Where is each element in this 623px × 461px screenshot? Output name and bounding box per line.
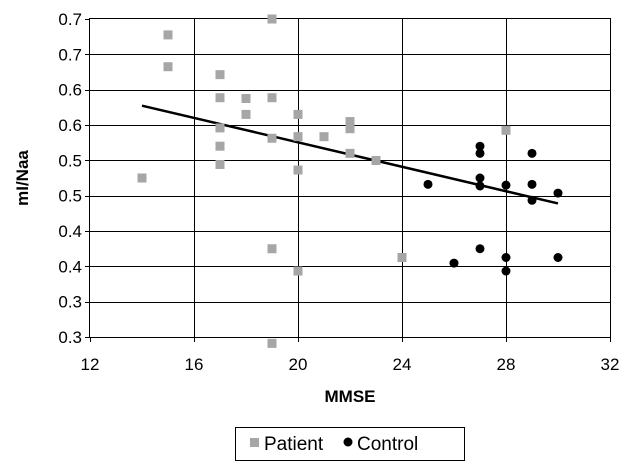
data-point-patient bbox=[267, 338, 277, 348]
data-point-control bbox=[553, 188, 563, 198]
data-point-patient bbox=[345, 117, 355, 127]
legend: Patient Control bbox=[235, 427, 465, 461]
legend-label-patient: Patient bbox=[264, 434, 324, 455]
series-control bbox=[423, 141, 563, 276]
data-point-patient bbox=[293, 109, 303, 119]
x-tick-label: 12 bbox=[81, 355, 100, 374]
data-point-patient bbox=[293, 165, 303, 175]
y-tick-label: 0.7 bbox=[58, 10, 82, 29]
data-point-patient bbox=[241, 94, 251, 103]
data-point-patient bbox=[267, 93, 277, 103]
data-point-patient bbox=[345, 148, 355, 158]
data-point-control bbox=[501, 180, 511, 190]
data-point-patient bbox=[501, 125, 511, 135]
data-point-control bbox=[527, 195, 537, 205]
data-point-patient bbox=[215, 93, 225, 103]
data-point-patient bbox=[163, 62, 173, 72]
data-point-patient bbox=[241, 109, 251, 119]
data-point-control bbox=[527, 179, 537, 189]
data-point-patient bbox=[137, 173, 147, 183]
x-axis-ticks: 12 16 20 24 28 32 bbox=[81, 337, 620, 374]
y-tick-label: 0.5 bbox=[58, 151, 82, 170]
data-point-patient bbox=[293, 132, 303, 142]
data-point-patient bbox=[293, 266, 303, 276]
data-point-patient bbox=[397, 253, 407, 262]
data-point-control bbox=[501, 253, 511, 262]
data-point-patient bbox=[371, 156, 381, 166]
data-point-control bbox=[449, 258, 459, 268]
data-point-patient bbox=[215, 159, 225, 169]
data-point-patient bbox=[267, 244, 277, 254]
data-point-control bbox=[475, 148, 485, 158]
y-tick-label: 0.5 bbox=[58, 187, 82, 206]
legend-marker-patient bbox=[250, 438, 259, 447]
data-point-control bbox=[475, 141, 485, 151]
y-axis-ticks: 0.3 0.3 0.4 0.4 0.5 0.5 0.6 0.6 0.7 0.7 bbox=[58, 10, 90, 347]
x-axis-title: MMSE bbox=[325, 387, 376, 406]
y-tick-label: 0.6 bbox=[58, 81, 82, 100]
plot-frame bbox=[89, 18, 611, 338]
data-point-patient bbox=[163, 30, 173, 40]
legend-marker-control bbox=[343, 437, 353, 447]
x-tick-label: 16 bbox=[185, 355, 204, 374]
y-axis-title: mI/Naa bbox=[13, 150, 32, 206]
data-point-control bbox=[475, 181, 485, 191]
data-point-patient bbox=[267, 133, 277, 143]
data-point-control bbox=[423, 179, 433, 189]
x-tick-label: 24 bbox=[393, 355, 412, 374]
grid bbox=[90, 19, 610, 337]
y-tick-label: 0.7 bbox=[58, 45, 82, 64]
data-point-control bbox=[475, 244, 485, 254]
x-tick-label: 28 bbox=[497, 355, 516, 374]
y-tick-label: 0.3 bbox=[58, 328, 82, 347]
legend-label-control: Control bbox=[357, 434, 418, 455]
data-point-patient bbox=[319, 132, 329, 142]
data-point-control bbox=[527, 148, 537, 158]
data-points bbox=[137, 14, 563, 348]
data-point-control bbox=[553, 253, 563, 262]
data-point-patient bbox=[215, 70, 225, 80]
data-point-patient bbox=[215, 123, 225, 133]
y-tick-label: 0.4 bbox=[58, 257, 82, 276]
data-point-patient bbox=[267, 14, 277, 24]
data-point-patient bbox=[345, 124, 355, 134]
y-tick-label: 0.6 bbox=[58, 116, 82, 135]
data-point-control bbox=[501, 266, 511, 276]
x-tick-label: 32 bbox=[601, 355, 620, 374]
series-patient bbox=[137, 14, 511, 348]
y-tick-label: 0.3 bbox=[58, 293, 82, 312]
y-tick-label: 0.4 bbox=[58, 222, 82, 241]
data-point-control bbox=[475, 173, 485, 183]
x-tick-label: 20 bbox=[289, 355, 308, 374]
data-point-patient bbox=[215, 141, 225, 151]
